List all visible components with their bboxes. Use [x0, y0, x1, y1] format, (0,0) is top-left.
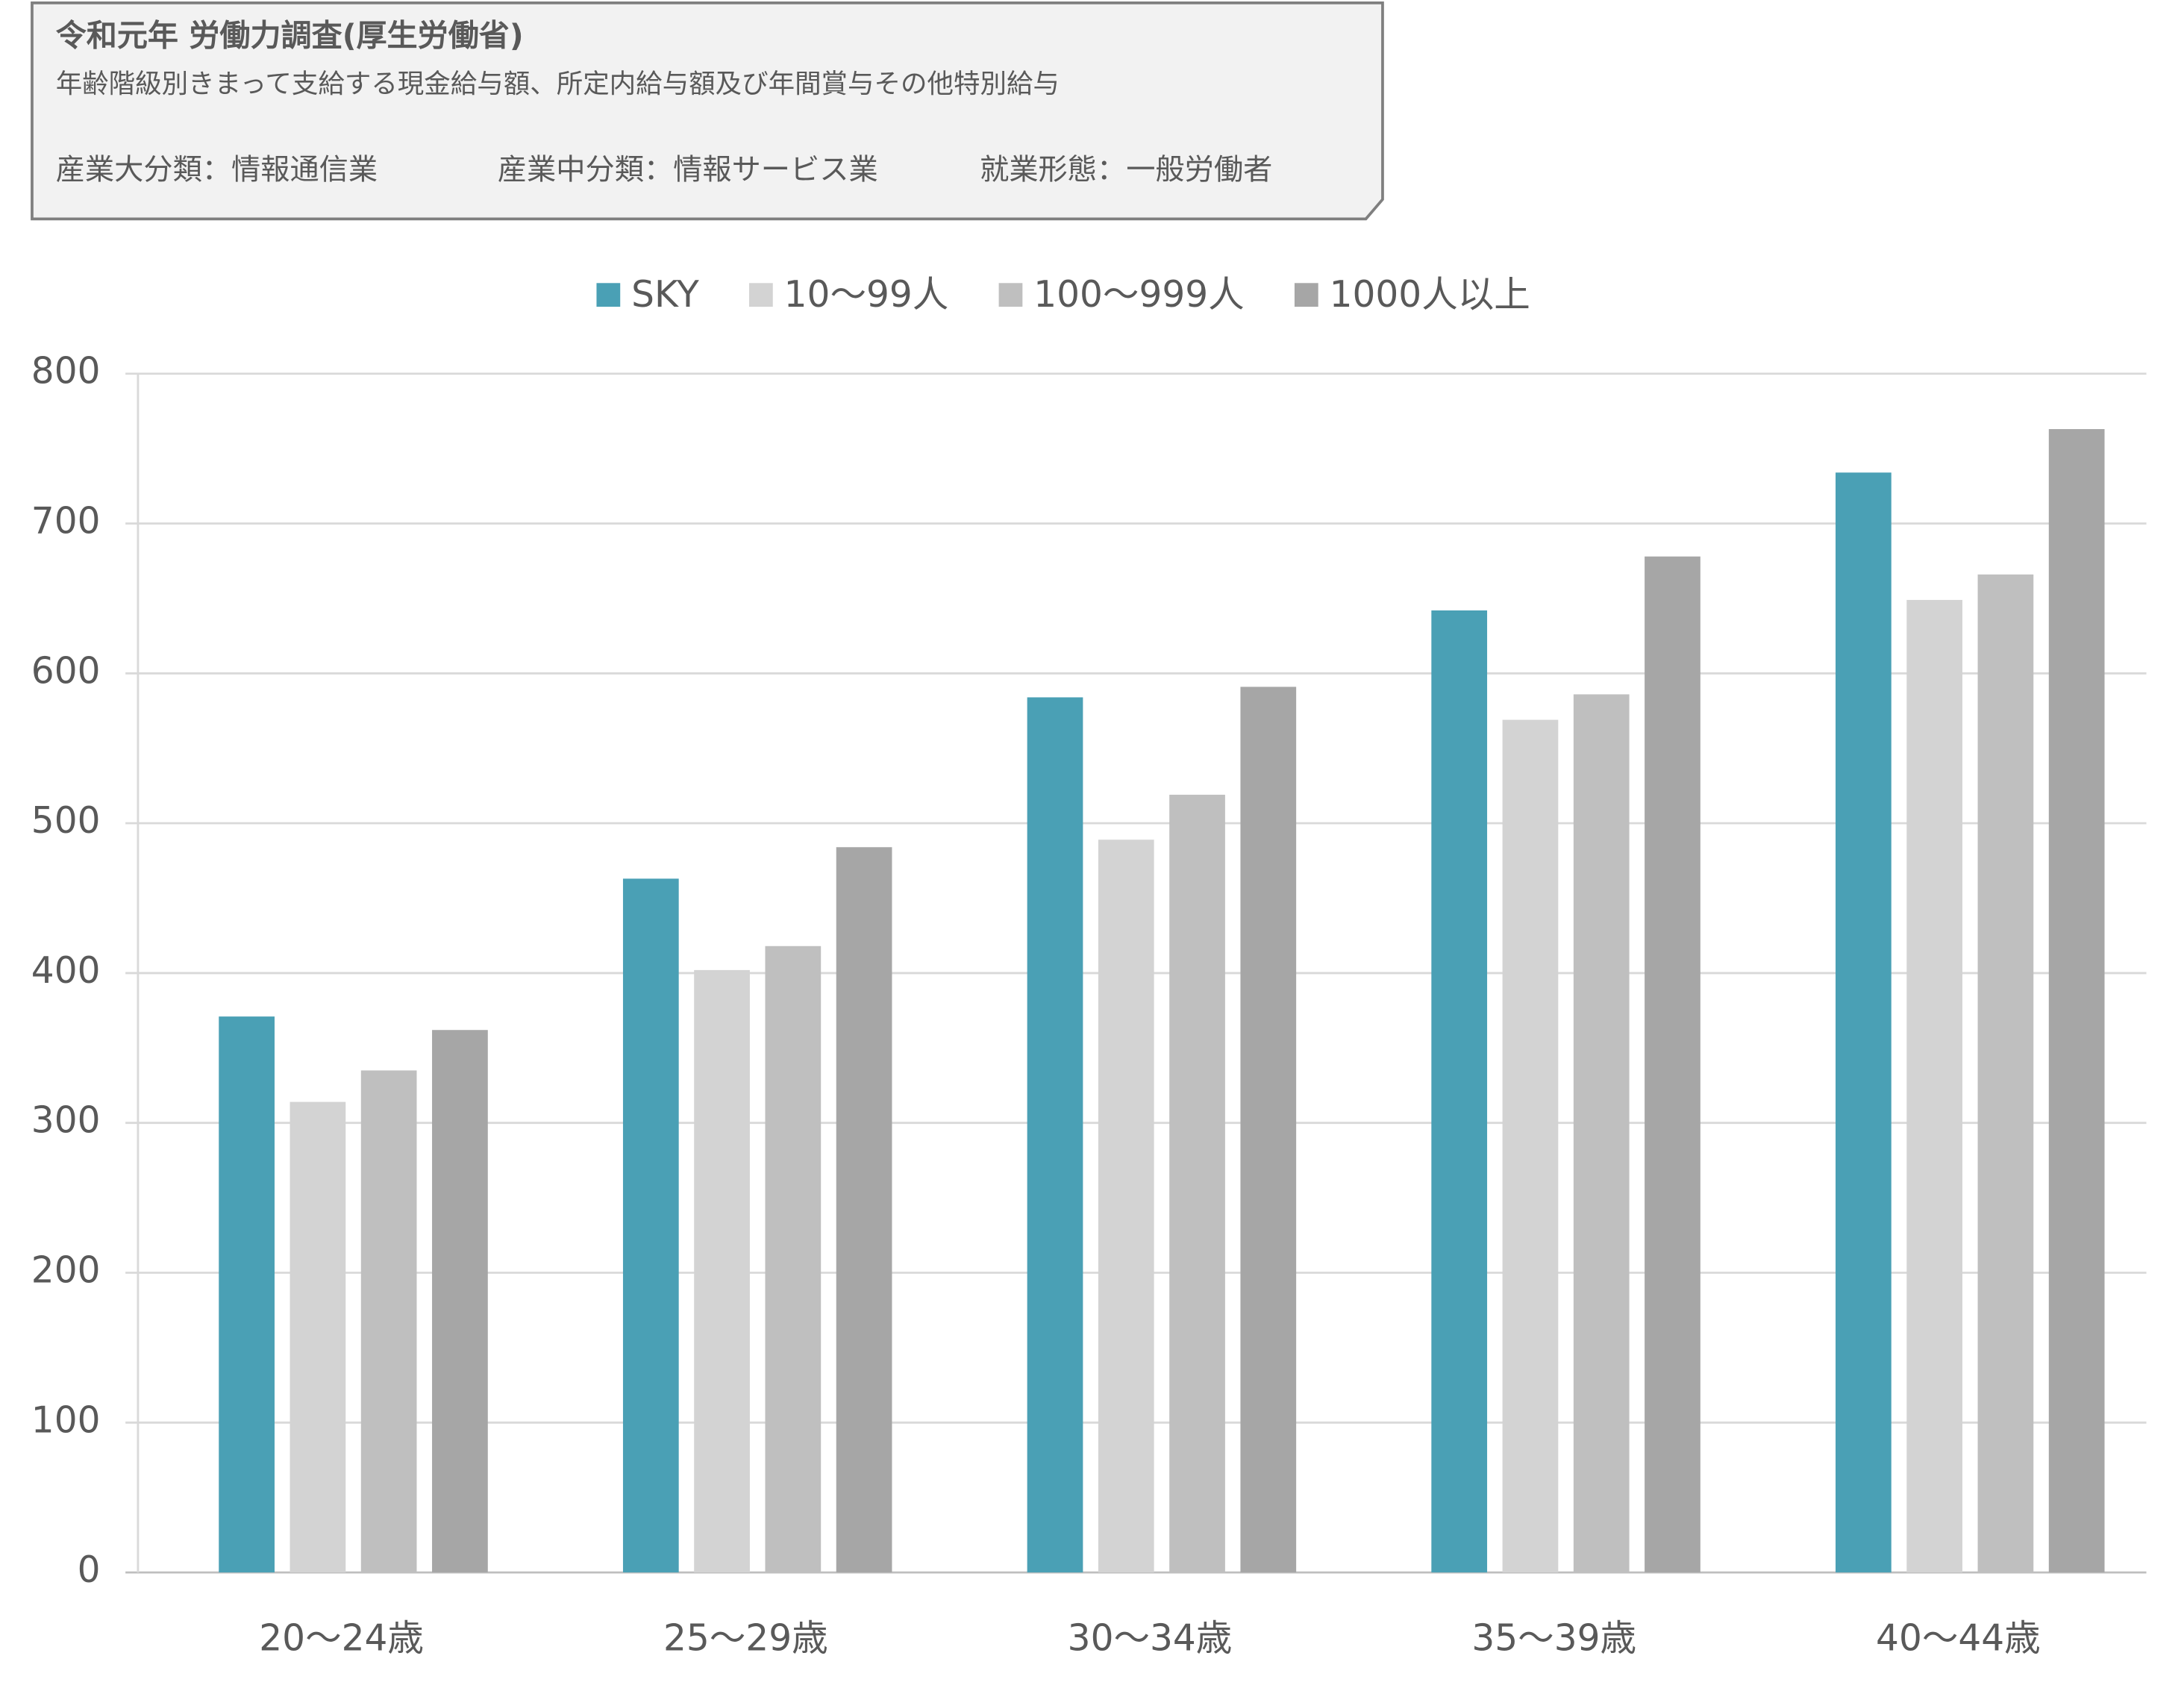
x-tick-label: 40～44歳	[1876, 1618, 2041, 1660]
x-tick-label: 25～29歳	[663, 1618, 828, 1660]
bar	[360, 1070, 417, 1573]
bar	[836, 847, 892, 1573]
bar	[1573, 694, 1630, 1573]
legend-swatch	[1294, 283, 1318, 307]
y-tick-label: 500	[31, 800, 101, 842]
y-tick-label: 0	[78, 1549, 101, 1591]
legend-label: 100～999人	[1033, 274, 1244, 316]
note: 産業大分類：情報通信業	[56, 153, 378, 187]
legend-swatch	[998, 283, 1023, 307]
bar	[622, 878, 679, 1573]
legend-label: 10～99人	[784, 274, 949, 316]
bar	[432, 1030, 488, 1573]
x-tick-label: 20～24歳	[259, 1618, 424, 1660]
legend-swatch	[596, 283, 621, 307]
bar	[765, 946, 822, 1573]
note: 就業形態：一般労働者	[980, 153, 1272, 187]
bar	[2048, 429, 2105, 1573]
legend-label: 1000人以上	[1330, 274, 1530, 316]
bar	[1027, 697, 1083, 1573]
bar	[694, 969, 750, 1573]
bar	[1502, 719, 1559, 1573]
bar	[1906, 599, 1963, 1573]
x-tick-label: 30～34歳	[1068, 1618, 1233, 1660]
bar	[1431, 610, 1488, 1573]
y-tick-label: 700	[31, 501, 101, 543]
bar	[1645, 556, 1700, 1573]
y-tick-label: 300	[31, 1100, 101, 1142]
y-tick-label: 800	[31, 351, 101, 393]
chart-title: 令和元年 労働力調査(厚生労働省)	[56, 18, 524, 54]
legend-label: SKY	[631, 274, 699, 316]
y-tick-label: 600	[31, 650, 101, 692]
bar	[219, 1016, 275, 1573]
bar	[290, 1101, 346, 1573]
note: 産業中分類：情報サービス業	[498, 153, 878, 187]
bar	[1098, 840, 1154, 1573]
y-tick-label: 200	[31, 1250, 101, 1292]
bar	[1169, 794, 1225, 1573]
title-box	[31, 1, 1384, 221]
x-tick-label: 35～39歳	[1471, 1618, 1636, 1660]
bar	[1240, 687, 1297, 1573]
y-tick-label: 100	[31, 1399, 101, 1441]
legend-swatch	[748, 283, 773, 307]
chart-subtitle: 年齢階級別きまって支給する現金給与額、所定内給与額及び年間賞与その他特別給与	[56, 69, 1060, 99]
bar	[1836, 472, 1892, 1573]
y-tick-label: 400	[31, 950, 101, 992]
bar	[1977, 574, 2034, 1573]
